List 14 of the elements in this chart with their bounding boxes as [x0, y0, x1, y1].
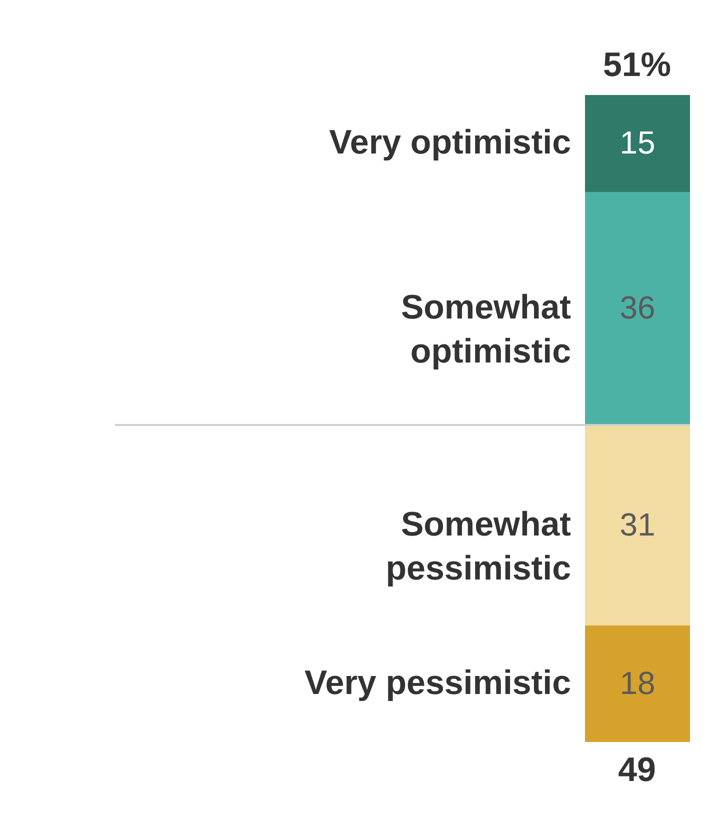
bar: [585, 424, 690, 626]
bar: [585, 192, 690, 425]
series-label: Somewhat pessimistic: [386, 505, 571, 588]
annotation: 49: [618, 751, 656, 789]
data-label: 36: [620, 290, 656, 326]
data-label: 31: [620, 506, 656, 542]
series-label: Very optimistic: [329, 124, 571, 162]
series-label: Very pessimistic: [304, 664, 571, 702]
bar: [585, 95, 690, 192]
annotation: 51%: [602, 46, 672, 84]
data-label: 15: [620, 124, 656, 161]
bar: [585, 626, 690, 742]
data-label: 18: [620, 664, 656, 701]
series-label: Somewhat optimistic: [400, 288, 571, 371]
